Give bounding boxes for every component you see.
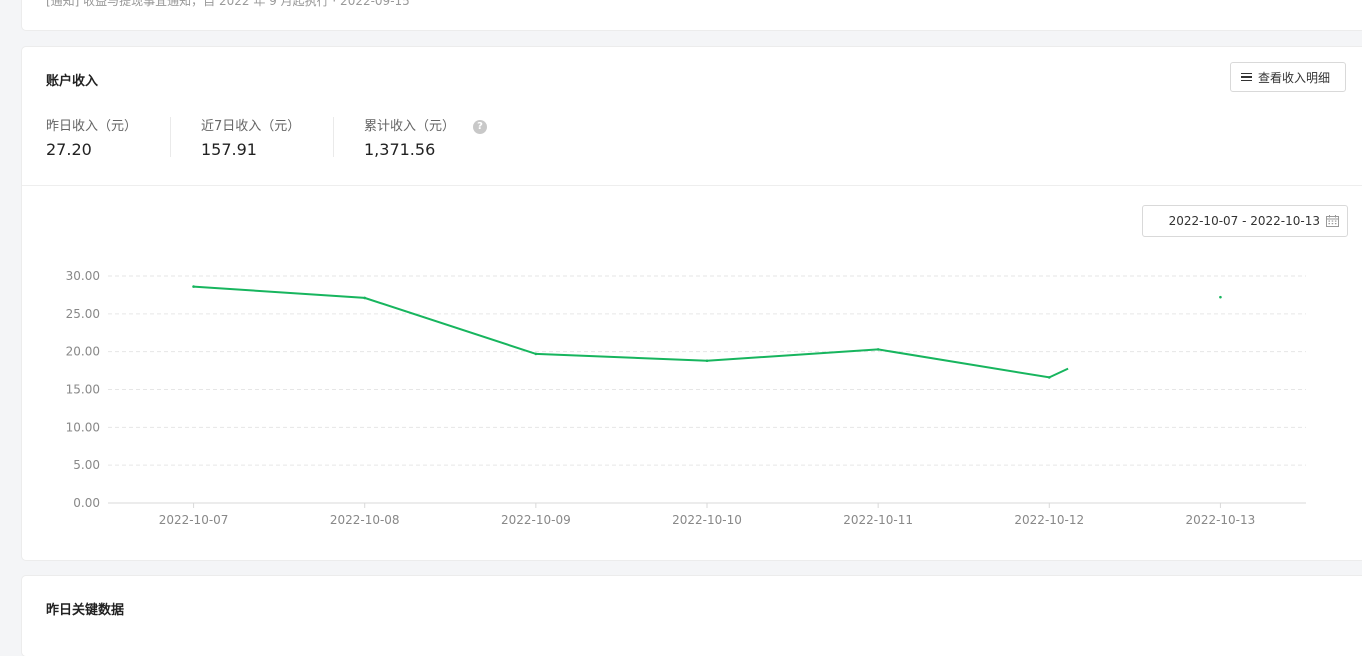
stat-value: 27.20 [46, 140, 92, 159]
series-line [193, 285, 1069, 379]
x-tick-label: 2022-10-07 [159, 513, 229, 527]
income-line-chart: 0.00 5.00 10.00 15.00 20.00 25.00 30.00 2022-10… [66, 269, 1306, 527]
key-data-card: 昨日关键数据 [22, 576, 1362, 656]
y-tick-label: 0.00 [73, 496, 100, 510]
notice-card: [通知] 收益与提现事宜通知，自 2022 年 9 月起执行 · 2022-09… [22, 0, 1362, 30]
data-point [363, 296, 367, 300]
view-income-detail-button[interactable]: 查看收入明细 [1230, 62, 1346, 92]
calendar-icon [1326, 215, 1339, 227]
stat-label: 近7日收入（元） [201, 119, 301, 134]
y-tick-label: 20.00 [66, 345, 100, 359]
stat-value: 157.91 [201, 140, 257, 159]
question-circle-icon[interactable]: ? [473, 120, 488, 134]
date-range-value: 2022-10-07 - 2022-10-13 [1168, 214, 1320, 228]
y-tick-label: 5.00 [73, 458, 100, 472]
stat-label: 昨日收入（元） [46, 119, 138, 134]
x-tick-label: 2022-10-12 [1014, 513, 1084, 527]
stat-7days: 近7日收入（元） 157.91 [201, 115, 300, 159]
y-tick-label: 30.00 [66, 269, 100, 283]
data-point [192, 285, 195, 288]
x-tick-label: 2022-10-09 [501, 513, 571, 527]
stat-value: 1,371.56 [364, 140, 436, 159]
stat-divider [333, 117, 334, 157]
section-title-key-data: 昨日关键数据 [46, 603, 125, 618]
y-tick-label: 10.00 [66, 420, 100, 434]
data-point [534, 352, 538, 356]
data-point [1219, 295, 1222, 299]
date-range-picker[interactable]: 2022-10-07 - 2022-10-13 [1142, 205, 1348, 237]
notice-text: [通知] 收益与提现事宜通知，自 2022 年 9 月起执行 · 2022-09… [46, 0, 410, 8]
y-tick-label: 15.00 [66, 383, 100, 397]
x-tick-label: 2022-10-11 [843, 513, 913, 527]
view-income-detail-label: 查看收入明细 [1258, 70, 1331, 85]
divider [22, 185, 1362, 186]
section-title-income: 账户收入 [46, 74, 99, 89]
list-icon [1241, 72, 1252, 82]
stat-label: 累计收入（元）? [364, 115, 488, 134]
stat-yesterday: 昨日收入（元） 27.20 [46, 115, 137, 159]
stat-divider [170, 117, 171, 157]
data-point [705, 359, 709, 363]
x-tick-label: 2022-10-13 [1186, 513, 1256, 527]
data-point [876, 348, 880, 351]
stat-label-text: 累计收入（元） [364, 119, 456, 134]
y-tick-label: 25.00 [66, 307, 100, 321]
account-income-card: 账户收入 查看收入明细 昨日收入（元） 27.20 近7日收入（元） 157.9… [22, 47, 1362, 560]
x-tick-label: 2022-10-08 [330, 513, 400, 527]
data-point [1047, 376, 1051, 379]
stat-total: 累计收入（元）? 1,371.56 [364, 115, 488, 159]
x-tick-label: 2022-10-10 [672, 513, 742, 527]
